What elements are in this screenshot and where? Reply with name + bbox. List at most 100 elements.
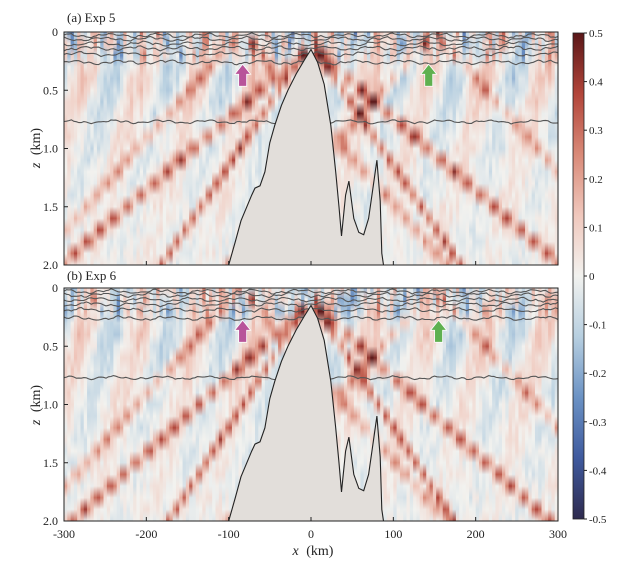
field-column <box>264 288 269 521</box>
field-column <box>136 32 141 265</box>
field-column <box>429 32 434 265</box>
field-column <box>340 288 345 521</box>
field-column <box>544 288 549 521</box>
field-column <box>73 32 78 265</box>
field-column <box>129 32 134 265</box>
field-column <box>199 288 203 521</box>
field-column <box>133 32 138 265</box>
colorbar-tick-label: 0.1 <box>589 222 603 234</box>
y-tick-label: 2.0 <box>43 258 58 272</box>
field-column <box>399 288 404 521</box>
isopycnal-line <box>63 35 559 43</box>
field-column <box>162 32 167 265</box>
field-column <box>110 32 114 265</box>
field-column <box>179 288 184 521</box>
field-column <box>449 32 454 265</box>
field-column <box>376 32 381 265</box>
field-column <box>258 32 263 265</box>
field-column <box>353 288 358 521</box>
field-column <box>77 288 82 521</box>
field-column <box>103 32 108 265</box>
field-column <box>521 288 526 521</box>
field-column <box>469 288 473 521</box>
field-column <box>139 32 144 265</box>
field-column <box>205 32 210 265</box>
field-column <box>110 288 114 521</box>
field-column <box>538 288 543 521</box>
field-column <box>492 288 497 521</box>
field-column <box>396 32 401 265</box>
field-column <box>390 288 394 521</box>
field-column <box>360 288 365 521</box>
field-column <box>525 288 529 521</box>
field-column <box>255 32 259 265</box>
field-column <box>175 288 180 521</box>
field-column <box>472 32 477 265</box>
field-column <box>406 288 411 521</box>
field-column <box>225 32 230 265</box>
field-column <box>511 288 516 521</box>
field-column <box>182 32 187 265</box>
field-column <box>96 288 101 521</box>
y-tick-label: 2.0 <box>43 514 58 528</box>
field-column <box>100 32 105 265</box>
panel-b-field <box>64 288 559 521</box>
field-column <box>452 288 457 521</box>
field-column <box>152 288 157 521</box>
field-column <box>73 288 78 521</box>
field-column <box>413 32 417 265</box>
isopycnal-line <box>63 296 559 303</box>
field-column <box>482 32 487 265</box>
field-column <box>531 32 536 265</box>
field-column <box>70 32 75 265</box>
field-column <box>462 32 467 265</box>
field-column <box>429 288 434 521</box>
field-column <box>337 288 342 521</box>
x-axis-ticks: -300 -200 -100 0 100 200 300 <box>53 261 567 541</box>
field-column <box>505 288 510 521</box>
field-column <box>446 288 450 521</box>
field-column <box>357 288 361 521</box>
field-column <box>360 32 365 265</box>
field-column <box>166 288 170 521</box>
isopycnal-line <box>63 301 559 308</box>
field-column <box>182 288 187 521</box>
x-axis-label: x (km) <box>292 544 334 559</box>
field-column <box>83 32 88 265</box>
field-column <box>482 288 487 521</box>
field-column <box>544 32 549 265</box>
field-column <box>459 32 464 265</box>
field-column <box>235 288 240 521</box>
field-column <box>534 32 539 265</box>
isopycnal-line <box>63 119 559 125</box>
field-column <box>195 288 200 521</box>
colorbar-ticks: 0.5 0.4 0.3 0.2 0.1 0 -0.1 -0.2 -0.3 -0.4 -0.5 <box>584 28 607 526</box>
panel-b-isopycnals <box>63 288 559 381</box>
field-column <box>528 32 533 265</box>
x-tick-label: -100 <box>218 527 240 541</box>
arrow-marker <box>419 63 438 87</box>
field-column <box>175 32 180 265</box>
field-column <box>119 288 124 521</box>
field-column <box>518 32 523 265</box>
field-column <box>386 288 391 521</box>
field-column <box>222 32 226 265</box>
panel-a-title: (a) Exp 5 <box>67 10 115 25</box>
field-column <box>432 32 437 265</box>
field-column <box>380 288 385 521</box>
field-column <box>439 288 444 521</box>
field-column <box>208 288 213 521</box>
field-column <box>541 288 546 521</box>
panel-b: 0 0.5 1.0 1.5 2.0 (b) Exp 6 z (km) <box>29 268 559 528</box>
field-column <box>416 288 421 521</box>
isopycnal-line <box>63 40 559 47</box>
field-column <box>353 32 358 265</box>
field-column <box>455 288 460 521</box>
field-column <box>442 288 447 521</box>
field-column <box>258 288 263 521</box>
field-column <box>248 288 253 521</box>
field-column <box>446 32 450 265</box>
colorbar: 0.5 0.4 0.3 0.2 0.1 0 -0.1 -0.2 -0.3 -0.4 -0.5 <box>572 28 607 526</box>
colorbar-tick-label: -0.1 <box>589 320 606 332</box>
isopycnal-line <box>63 45 559 52</box>
